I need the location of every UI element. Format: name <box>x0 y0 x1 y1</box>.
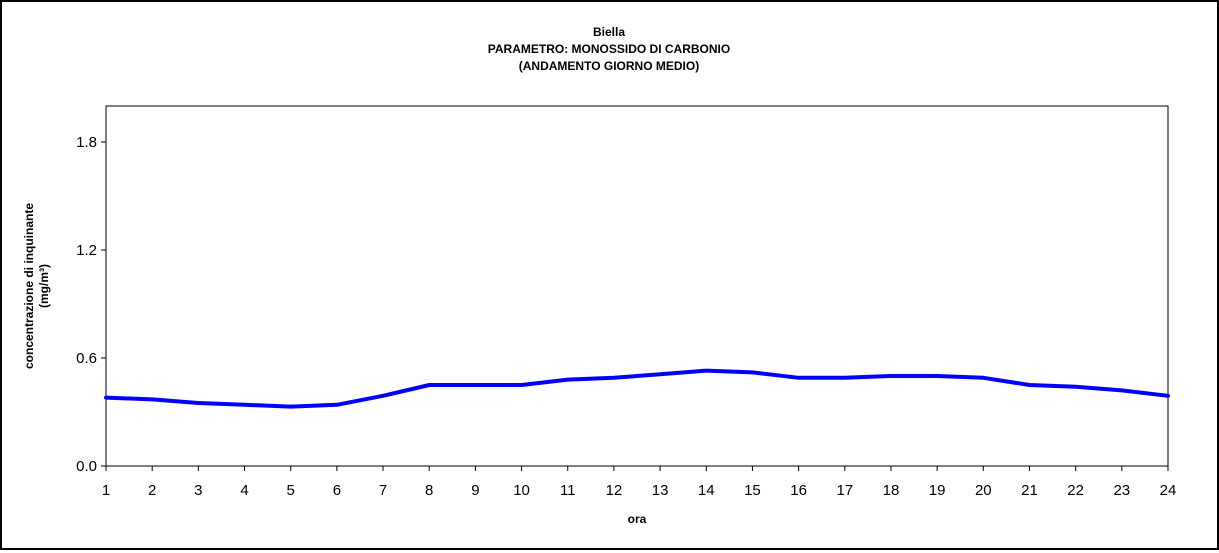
x-tick-label: 2 <box>148 482 156 499</box>
x-tick-label: 19 <box>929 482 946 499</box>
y-axis-title-line-1: concentrazione di inquinante <box>22 203 36 369</box>
x-tick-label: 24 <box>1160 482 1177 499</box>
chart-title-line-3: (ANDAMENTO GIORNO MEDIO) <box>519 59 699 73</box>
x-axis-title: ora <box>628 512 647 526</box>
x-tick-label: 8 <box>425 482 433 499</box>
y-tick-label: 1.2 <box>76 242 97 259</box>
y-axis-ticks: 0.0 0.6 1.2 1.8 <box>76 134 106 475</box>
x-tick-label: 17 <box>836 482 853 499</box>
x-tick-label: 20 <box>975 482 992 499</box>
chart-title-line-2: PARAMETRO: MONOSSIDO DI CARBONIO <box>488 42 730 56</box>
x-tick-label: 3 <box>194 482 202 499</box>
x-tick-label: 6 <box>333 482 341 499</box>
y-tick-label: 1.8 <box>76 134 97 151</box>
x-tick-label: 7 <box>379 482 387 499</box>
chart-title: Biella PARAMETRO: MONOSSIDO DI CARBONIO … <box>488 25 730 73</box>
y-axis-title: concentrazione di inquinante (mg/m³) <box>22 203 51 369</box>
chart-title-line-1: Biella <box>593 25 625 39</box>
y-tick-label: 0.6 <box>76 350 97 367</box>
x-tick-label: 18 <box>883 482 900 499</box>
y-tick-label: 0.0 <box>76 458 97 475</box>
x-tick-label: 4 <box>240 482 248 499</box>
x-tick-label: 11 <box>560 482 576 499</box>
x-tick-label: 9 <box>471 482 479 499</box>
y-axis-title-line-2: (mg/m³) <box>37 264 51 308</box>
x-tick-label: 23 <box>1113 482 1130 499</box>
x-tick-label: 13 <box>652 482 669 499</box>
series-line <box>104 368 1170 409</box>
x-tick-label: 14 <box>698 482 715 499</box>
x-tick-label: 10 <box>513 482 530 499</box>
x-tick-label: 1 <box>102 482 110 499</box>
x-axis-ticks: 1 2 3 4 5 6 7 8 9 10 11 12 13 14 15 16 17 18 19 20 21 22 23 24 <box>102 466 1177 499</box>
x-tick-label: 21 <box>1021 482 1038 499</box>
x-tick-label: 22 <box>1067 482 1084 499</box>
series-group <box>104 368 1170 409</box>
plot-area <box>105 105 1169 467</box>
x-tick-label: 5 <box>287 482 295 499</box>
x-tick-label: 12 <box>606 482 623 499</box>
x-tick-label: 15 <box>744 482 761 499</box>
x-tick-label: 16 <box>790 482 807 499</box>
